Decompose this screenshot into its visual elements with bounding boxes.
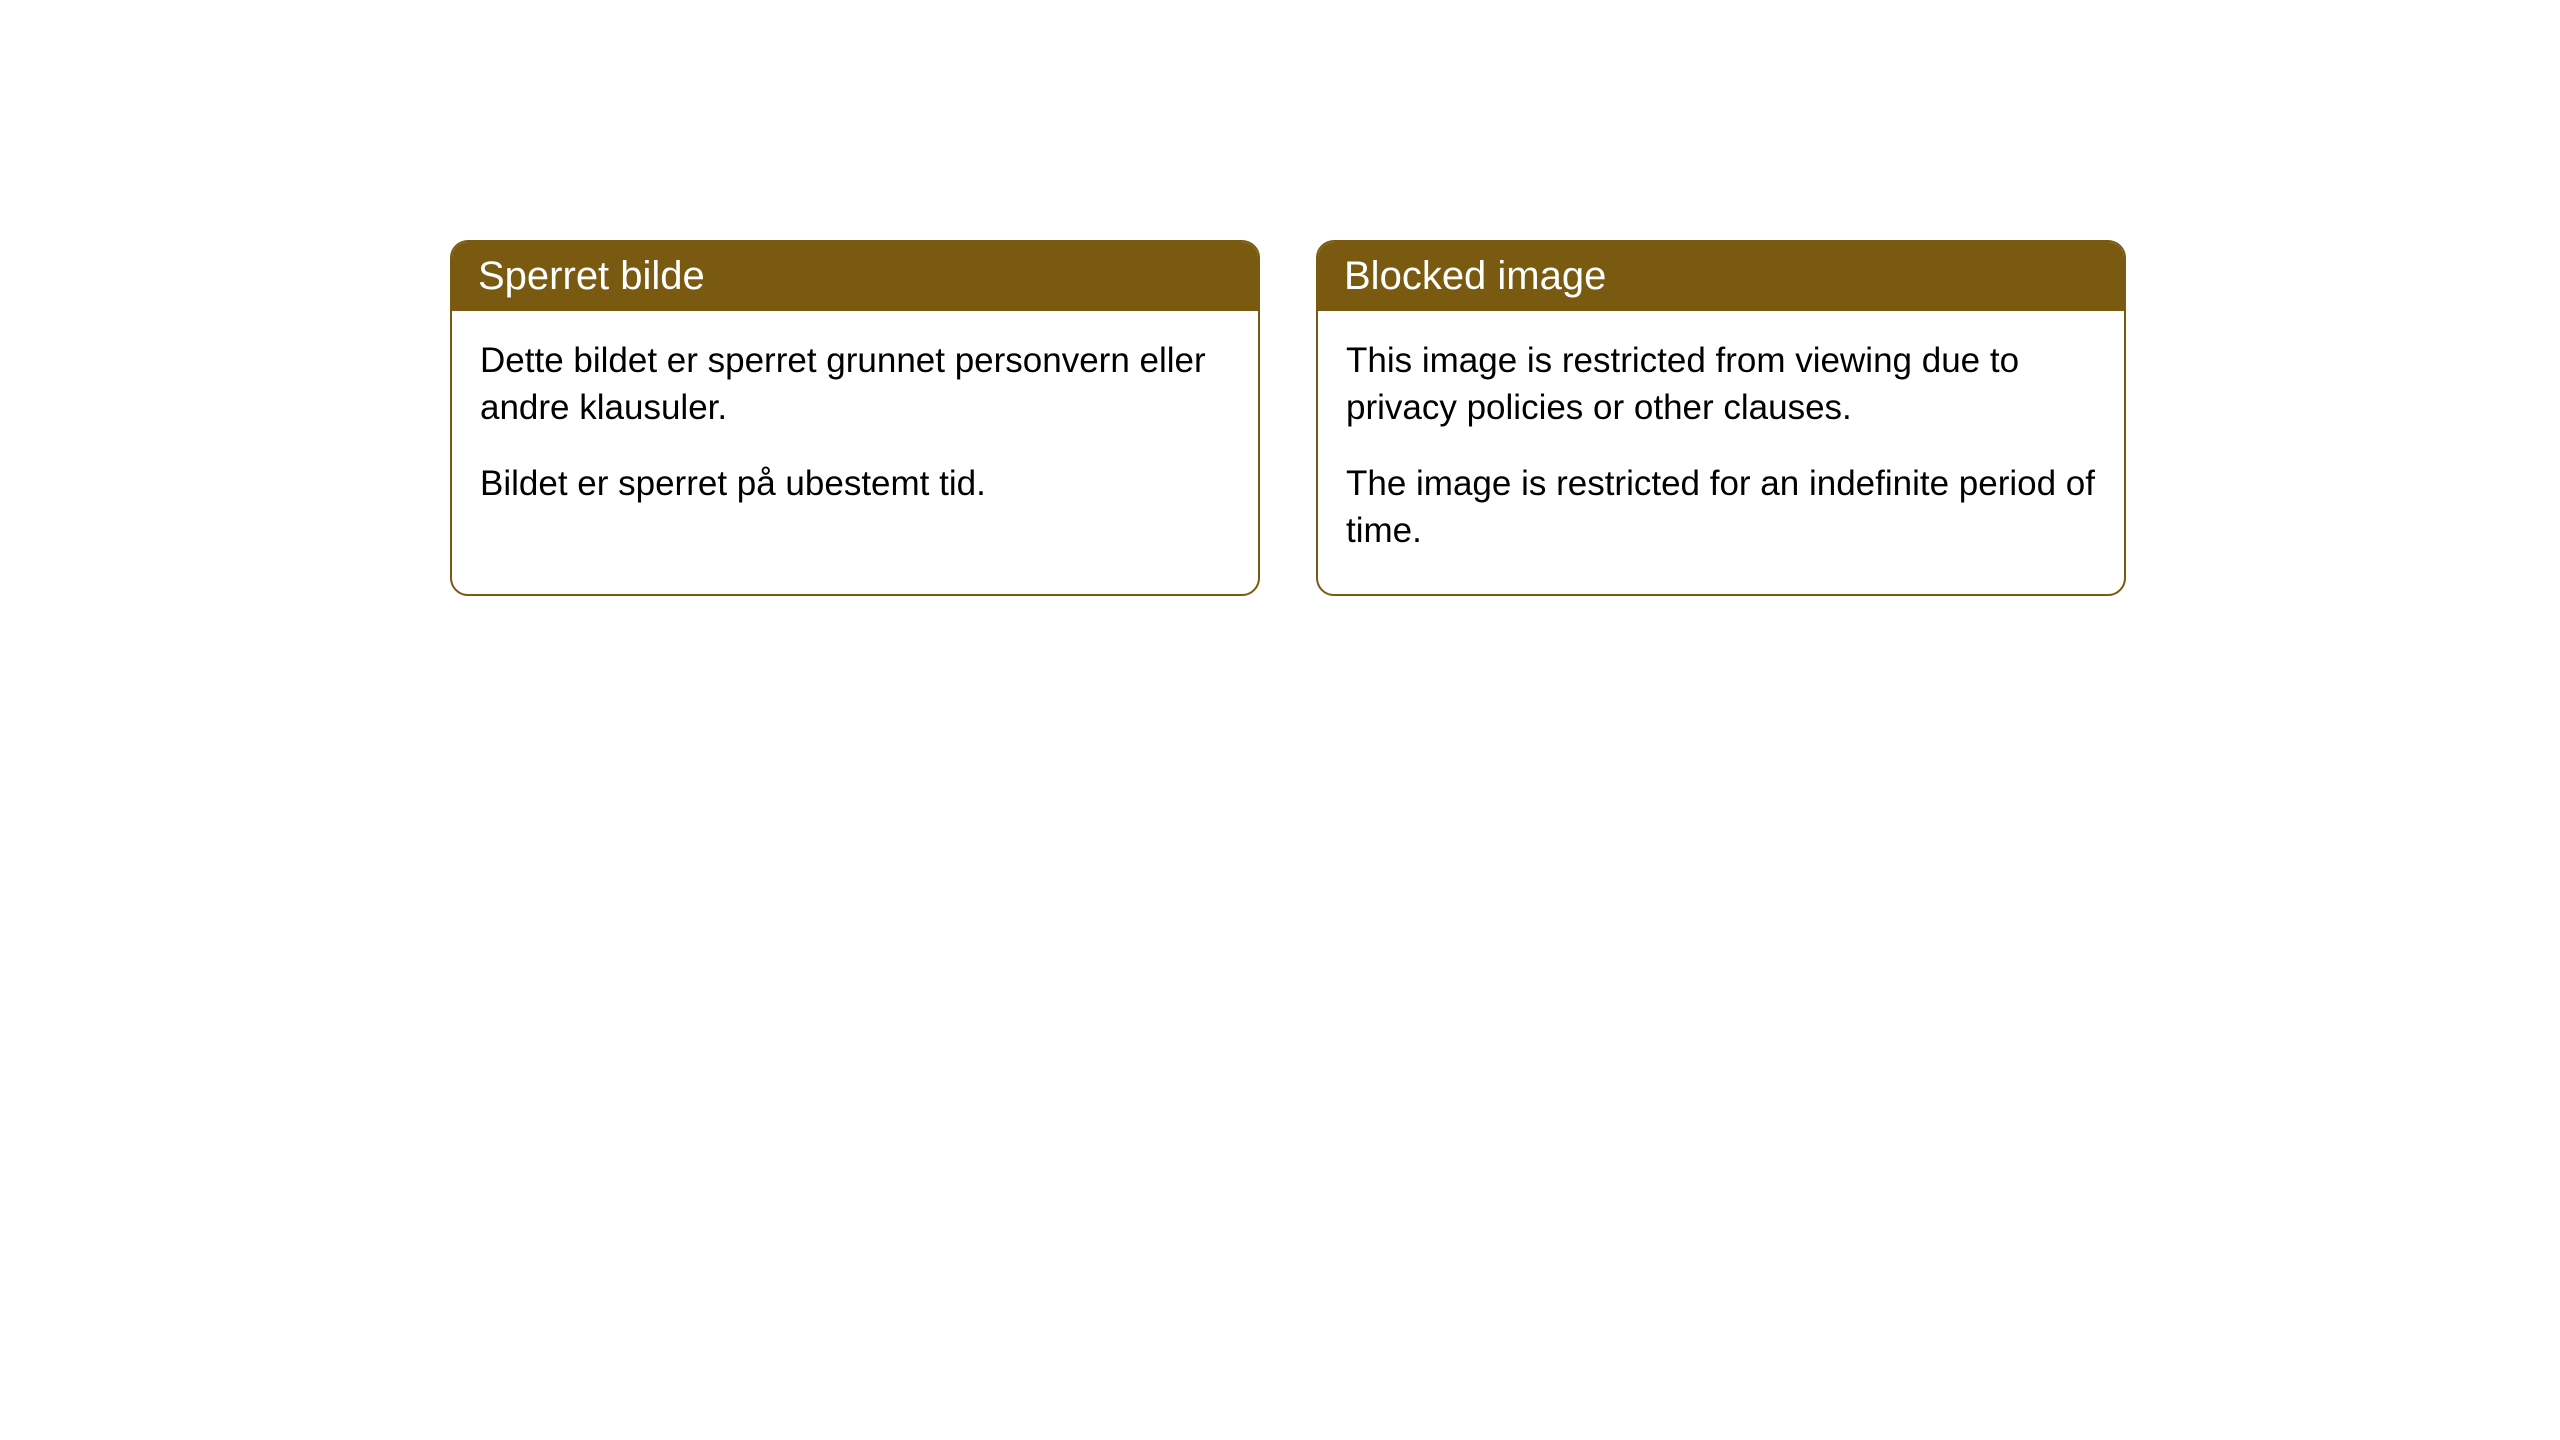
notice-cards-container: Sperret bilde Dette bildet er sperret gr…: [450, 240, 2126, 596]
notice-card-norwegian: Sperret bilde Dette bildet er sperret gr…: [450, 240, 1260, 596]
card-header: Blocked image: [1318, 242, 2124, 311]
card-header: Sperret bilde: [452, 242, 1258, 311]
card-title: Sperret bilde: [478, 254, 705, 298]
notice-card-english: Blocked image This image is restricted f…: [1316, 240, 2126, 596]
card-title: Blocked image: [1344, 254, 1606, 298]
notice-paragraph: The image is restricted for an indefinit…: [1346, 460, 2096, 555]
notice-paragraph: Dette bildet er sperret grunnet personve…: [480, 337, 1230, 432]
notice-paragraph: Bildet er sperret på ubestemt tid.: [480, 460, 1230, 507]
card-body: Dette bildet er sperret grunnet personve…: [452, 311, 1258, 547]
notice-paragraph: This image is restricted from viewing du…: [1346, 337, 2096, 432]
card-body: This image is restricted from viewing du…: [1318, 311, 2124, 594]
